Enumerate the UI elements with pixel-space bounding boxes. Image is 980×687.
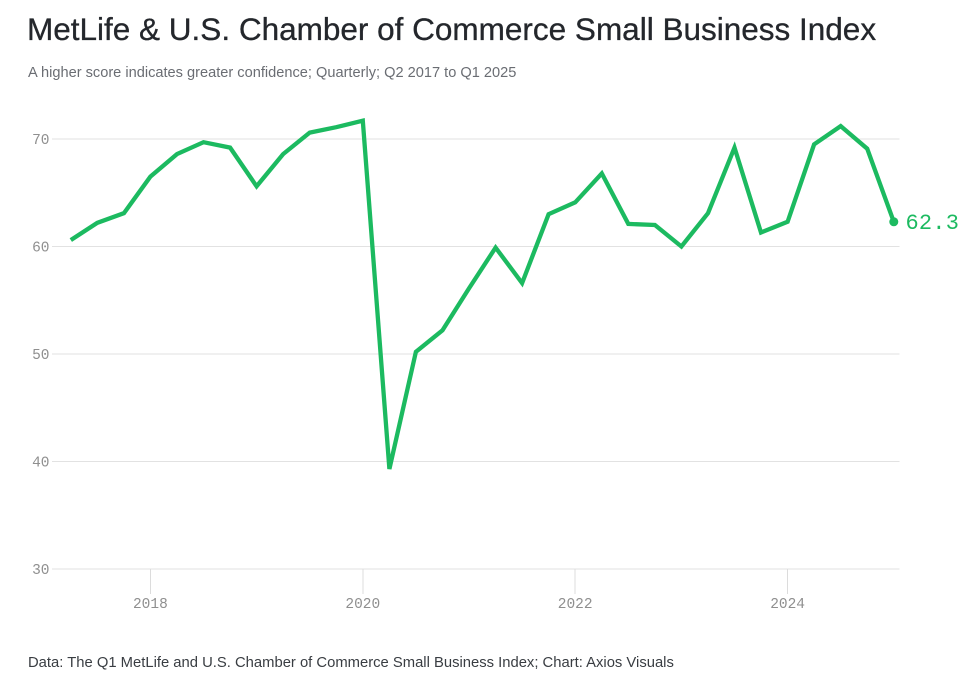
svg-text:62.3: 62.3 bbox=[906, 211, 960, 236]
svg-text:2024: 2024 bbox=[770, 597, 805, 613]
svg-text:50: 50 bbox=[32, 348, 49, 364]
svg-text:70: 70 bbox=[32, 133, 49, 149]
svg-text:60: 60 bbox=[32, 241, 49, 257]
svg-text:30: 30 bbox=[32, 563, 49, 579]
svg-text:2022: 2022 bbox=[558, 597, 593, 613]
svg-text:2018: 2018 bbox=[133, 597, 168, 613]
svg-text:2020: 2020 bbox=[345, 597, 380, 613]
svg-text:40: 40 bbox=[32, 456, 49, 472]
